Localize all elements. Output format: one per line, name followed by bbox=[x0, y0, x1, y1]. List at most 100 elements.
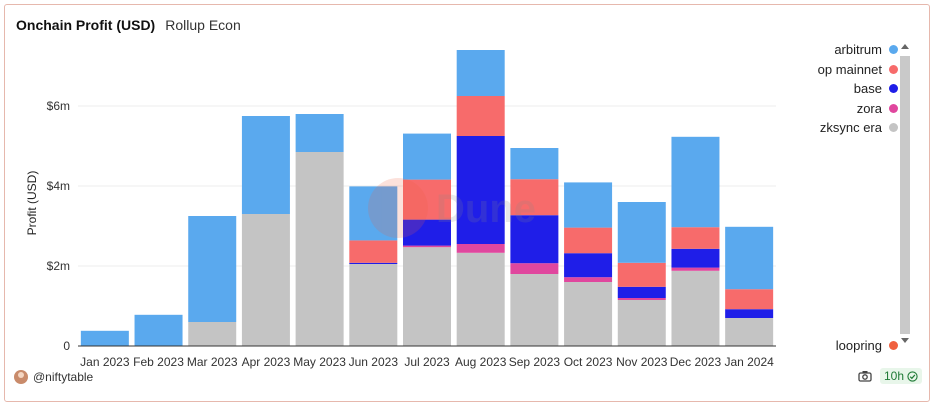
bar-segment-arbitrum bbox=[295, 114, 344, 152]
legend-swatch bbox=[889, 45, 898, 55]
y-axis-label: Profit (USD) bbox=[25, 171, 39, 236]
y-tick-label: $6m bbox=[47, 99, 70, 113]
camera-icon[interactable] bbox=[858, 370, 872, 382]
legend-label: base bbox=[853, 81, 882, 97]
bar-segment-zksync-era bbox=[725, 318, 774, 346]
scroll-down-icon[interactable] bbox=[898, 334, 912, 346]
x-tick-label: Jan 2023 bbox=[80, 355, 130, 369]
x-tick-label: Dec 2023 bbox=[670, 355, 722, 369]
bar-segment-arbitrum bbox=[456, 50, 505, 96]
legend-item-base[interactable]: base bbox=[780, 79, 898, 99]
bar-segment-zksync-era bbox=[188, 322, 237, 346]
bar-segment-zksync-era bbox=[456, 252, 505, 346]
bar-segment-zksync-era bbox=[295, 152, 344, 346]
check-circle-icon bbox=[907, 370, 918, 382]
bar-segment-arbitrum bbox=[725, 226, 774, 290]
bar-segment-base bbox=[617, 286, 666, 298]
chart-title: Onchain Profit (USD) bbox=[16, 17, 156, 33]
x-tick-label: Jun 2023 bbox=[349, 355, 399, 369]
y-tick-label: $4m bbox=[47, 179, 70, 193]
bar-segment-zksync-era bbox=[510, 274, 559, 346]
x-tick-label: Aug 2023 bbox=[455, 355, 507, 369]
bar-segment-op-mainnet bbox=[510, 179, 559, 216]
bar-segment-zora bbox=[456, 244, 505, 253]
x-tick-label: May 2023 bbox=[293, 355, 346, 369]
legend-item-arbitrum[interactable]: arbitrum bbox=[780, 40, 898, 60]
bar-segment-op-mainnet bbox=[671, 227, 720, 249]
legend-swatch bbox=[889, 103, 898, 113]
bar-segment-zksync-era bbox=[241, 214, 290, 346]
bar-segment-zora bbox=[617, 298, 666, 300]
bar-segment-arbitrum bbox=[80, 330, 129, 346]
y-tick-label: $2m bbox=[47, 259, 70, 273]
bar-segment-arbitrum bbox=[671, 136, 720, 228]
legend-swatch bbox=[889, 123, 898, 133]
x-tick-label: Jul 2023 bbox=[404, 355, 450, 369]
bar-segment-op-mainnet bbox=[456, 96, 505, 136]
bar-segment-zora bbox=[510, 263, 559, 274]
bar-segment-op-mainnet bbox=[403, 179, 451, 220]
scroll-up-icon[interactable] bbox=[898, 40, 912, 52]
x-tick-label: Feb 2023 bbox=[133, 355, 184, 369]
scroll-thumb[interactable] bbox=[900, 56, 910, 334]
x-tick-label: Sep 2023 bbox=[509, 355, 561, 369]
bar-segment-base bbox=[671, 248, 720, 268]
legend-item-op-mainnet[interactable]: op mainnet bbox=[780, 60, 898, 80]
chart-header: Onchain Profit (USD) Rollup Econ bbox=[16, 15, 241, 35]
chart-subtitle: Rollup Econ bbox=[165, 17, 241, 33]
bar-segment-base bbox=[456, 136, 505, 244]
bar-segment-zksync-era bbox=[564, 282, 613, 346]
bar-segment-zksync-era bbox=[617, 300, 666, 346]
x-tick-label: Apr 2023 bbox=[242, 355, 291, 369]
dune-watermark: Dune bbox=[368, 178, 536, 238]
bar-segment-op-mainnet bbox=[725, 289, 774, 310]
legend-item-zksync-era[interactable]: zksync era bbox=[780, 118, 898, 138]
x-tick-label: Nov 2023 bbox=[616, 355, 668, 369]
bar-segment-arbitrum bbox=[241, 116, 290, 214]
author-credit[interactable]: @niftytable bbox=[14, 370, 93, 384]
legend-scrollbar[interactable] bbox=[898, 40, 912, 346]
chart-legend: arbitrum op mainnet base zora zksync era bbox=[780, 40, 898, 138]
bar-segment-arbitrum bbox=[403, 133, 451, 180]
bar-segment-zora bbox=[564, 277, 613, 282]
refresh-badge[interactable]: 10h bbox=[879, 368, 922, 384]
bar-segment-zora bbox=[671, 267, 720, 271]
legend-label: zksync era bbox=[819, 120, 882, 136]
legend-label: zora bbox=[856, 100, 882, 116]
bar-segment-zksync-era bbox=[403, 247, 451, 346]
bar-segment-base bbox=[510, 215, 559, 264]
legend-item-loopring[interactable]: loopring bbox=[780, 336, 898, 356]
bar-segment-op-mainnet bbox=[617, 262, 666, 287]
footer-actions: 10h bbox=[858, 368, 922, 384]
legend-swatch bbox=[889, 64, 898, 74]
author-handle: @niftytable bbox=[33, 370, 94, 384]
chart-legend-overflow: loopring bbox=[780, 336, 898, 356]
legend-label: loopring bbox=[835, 338, 882, 354]
y-tick-label: 0 bbox=[63, 339, 70, 353]
x-tick-label: Mar 2023 bbox=[187, 355, 238, 369]
x-tick-label: Jan 2024 bbox=[724, 355, 774, 369]
bar-segment-arbitrum bbox=[617, 202, 666, 263]
bar-segment-arbitrum bbox=[349, 186, 398, 241]
legend-item-zora[interactable]: zora bbox=[780, 99, 898, 119]
legend-swatch bbox=[889, 84, 898, 94]
bar-segment-op-mainnet bbox=[564, 227, 613, 254]
x-tick-label: Oct 2023 bbox=[564, 355, 613, 369]
bar-segment-base bbox=[564, 253, 613, 278]
bar-segment-base bbox=[403, 219, 451, 246]
bar-segment-arbitrum bbox=[188, 216, 237, 322]
dune-logo-icon bbox=[368, 178, 428, 238]
refresh-age: 10h bbox=[883, 369, 904, 383]
avatar bbox=[14, 370, 28, 384]
legend-label: arbitrum bbox=[834, 42, 882, 58]
bar-segment-base bbox=[725, 309, 774, 318]
bar-segment-base bbox=[349, 262, 398, 264]
bar-segment-zora bbox=[403, 245, 451, 248]
bar-segment-arbitrum bbox=[510, 148, 559, 180]
bar-segment-arbitrum bbox=[564, 182, 613, 228]
bar-segment-zksync-era bbox=[671, 270, 720, 346]
legend-swatch bbox=[889, 341, 898, 351]
bar-segment-zksync-era bbox=[349, 264, 398, 346]
bar-segment-op-mainnet bbox=[349, 240, 398, 263]
